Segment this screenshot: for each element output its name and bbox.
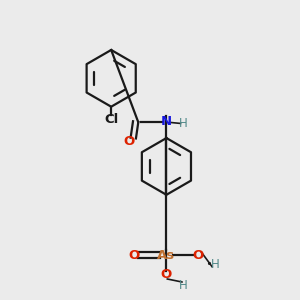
Text: H: H xyxy=(211,259,220,272)
Text: H: H xyxy=(178,279,187,292)
Text: As: As xyxy=(158,249,175,262)
Text: H: H xyxy=(179,117,188,130)
Text: O: O xyxy=(161,268,172,281)
Text: N: N xyxy=(161,115,172,128)
Text: O: O xyxy=(128,249,139,262)
Text: Cl: Cl xyxy=(104,113,118,126)
Text: O: O xyxy=(192,249,203,262)
Text: O: O xyxy=(124,134,135,148)
